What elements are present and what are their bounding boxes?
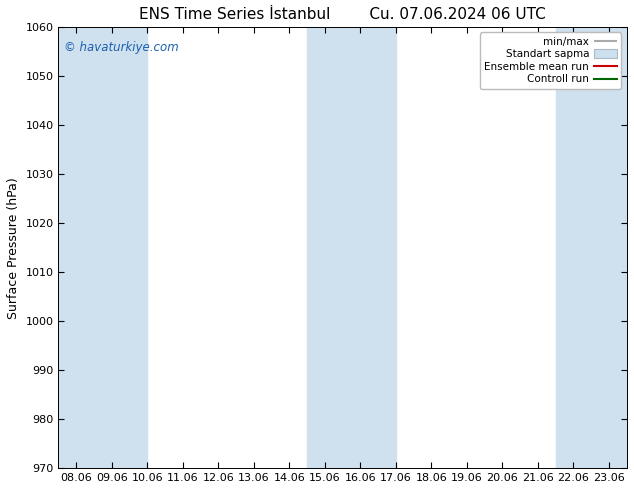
Text: © havaturkiye.com: © havaturkiye.com [64, 41, 179, 53]
Bar [307, 27, 396, 468]
Bar [555, 27, 626, 468]
Y-axis label: Surface Pressure (hPa): Surface Pressure (hPa) [7, 177, 20, 318]
Bar [58, 27, 147, 468]
Title: ENS Time Series İstanbul        Cu. 07.06.2024 06 UTC: ENS Time Series İstanbul Cu. 07.06.2024 … [139, 7, 546, 22]
Legend: min/max, Standart sapma, Ensemble mean run, Controll run: min/max, Standart sapma, Ensemble mean r… [480, 32, 621, 89]
